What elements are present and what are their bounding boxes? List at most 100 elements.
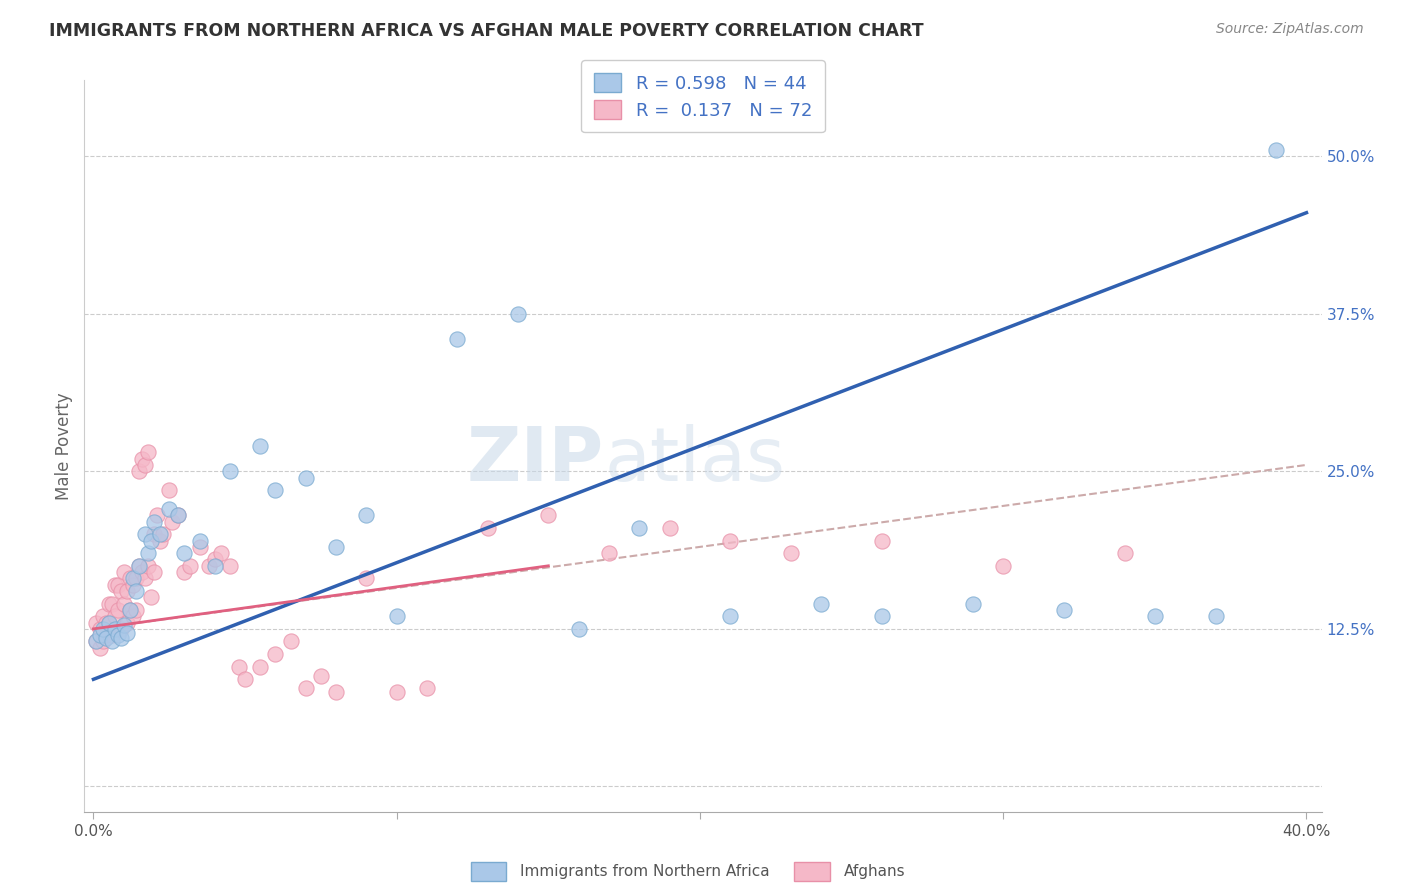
Point [110, 584, 132, 599]
Point [233, 673, 256, 687]
Point [89, 628, 111, 642]
Point [128, 558, 150, 573]
Point [993, 558, 1015, 573]
Point [157, 483, 180, 497]
Point [149, 533, 172, 548]
Point [810, 597, 832, 611]
Point [104, 622, 127, 636]
Point [162, 515, 184, 529]
Point [122, 571, 145, 585]
Point [86, 615, 108, 630]
Point [718, 533, 741, 548]
Point [157, 502, 180, 516]
Point [204, 558, 226, 573]
Point [446, 332, 468, 346]
Point [1143, 609, 1166, 624]
Point [209, 546, 232, 560]
Point [167, 508, 190, 523]
Point [136, 445, 159, 459]
Point [146, 508, 169, 523]
Text: ZIP: ZIP [467, 424, 605, 497]
Point [325, 685, 347, 699]
Text: atlas: atlas [605, 424, 785, 497]
Point [86, 634, 108, 648]
Point [179, 558, 201, 573]
Point [143, 515, 166, 529]
Point [152, 527, 174, 541]
Point [91, 609, 114, 624]
Point [86, 634, 108, 648]
Point [325, 540, 347, 554]
Point [122, 609, 145, 624]
Point [125, 584, 148, 599]
Text: Afghans: Afghans [844, 864, 905, 879]
Point [112, 618, 135, 632]
Point [91, 634, 114, 648]
Legend: R = 0.598   N = 44, R =  0.137   N = 72: R = 0.598 N = 44, R = 0.137 N = 72 [582, 60, 824, 132]
Point [125, 571, 148, 585]
Point [97, 615, 120, 630]
Point [115, 625, 138, 640]
Point [125, 603, 148, 617]
Point [188, 533, 211, 548]
Point [100, 628, 122, 642]
Point [870, 609, 893, 624]
Point [780, 546, 803, 560]
Point [173, 565, 195, 579]
Point [104, 609, 127, 624]
Point [149, 527, 172, 541]
Point [718, 609, 741, 624]
Point [122, 578, 145, 592]
Point [264, 483, 287, 497]
Point [100, 597, 122, 611]
Point [118, 603, 141, 617]
Point [134, 458, 156, 472]
Point [91, 622, 114, 636]
Point [188, 540, 211, 554]
Point [112, 597, 135, 611]
Point [1265, 143, 1288, 157]
Point [94, 631, 117, 645]
Point [962, 597, 984, 611]
Point [115, 615, 138, 630]
Point [385, 685, 408, 699]
Point [356, 571, 378, 585]
Point [107, 578, 129, 592]
Point [112, 565, 135, 579]
Point [385, 609, 408, 624]
Point [264, 647, 287, 661]
Point [1114, 546, 1136, 560]
Point [94, 628, 117, 642]
Y-axis label: Male Poverty: Male Poverty [55, 392, 73, 500]
Point [228, 659, 250, 673]
Point [115, 584, 138, 599]
Point [139, 591, 162, 605]
Point [107, 603, 129, 617]
Point [136, 558, 159, 573]
Point [506, 307, 529, 321]
Point [131, 451, 153, 466]
Point [110, 622, 132, 636]
Point [100, 634, 122, 648]
Point [598, 546, 620, 560]
Point [280, 634, 302, 648]
Point [628, 521, 651, 535]
Point [143, 527, 166, 541]
Point [249, 439, 271, 453]
Point [128, 558, 150, 573]
Point [110, 631, 132, 645]
Point [97, 597, 120, 611]
Point [118, 603, 141, 617]
Point [139, 533, 162, 548]
Point [173, 546, 195, 560]
Point [537, 508, 560, 523]
Point [131, 565, 153, 579]
Point [136, 546, 159, 560]
Point [219, 558, 242, 573]
Point [294, 470, 316, 484]
Point [309, 668, 332, 682]
Point [568, 622, 591, 636]
Point [107, 628, 129, 642]
Text: IMMIGRANTS FROM NORTHERN AFRICA VS AFGHAN MALE POVERTY CORRELATION CHART: IMMIGRANTS FROM NORTHERN AFRICA VS AFGHA… [49, 22, 924, 40]
Point [249, 659, 271, 673]
